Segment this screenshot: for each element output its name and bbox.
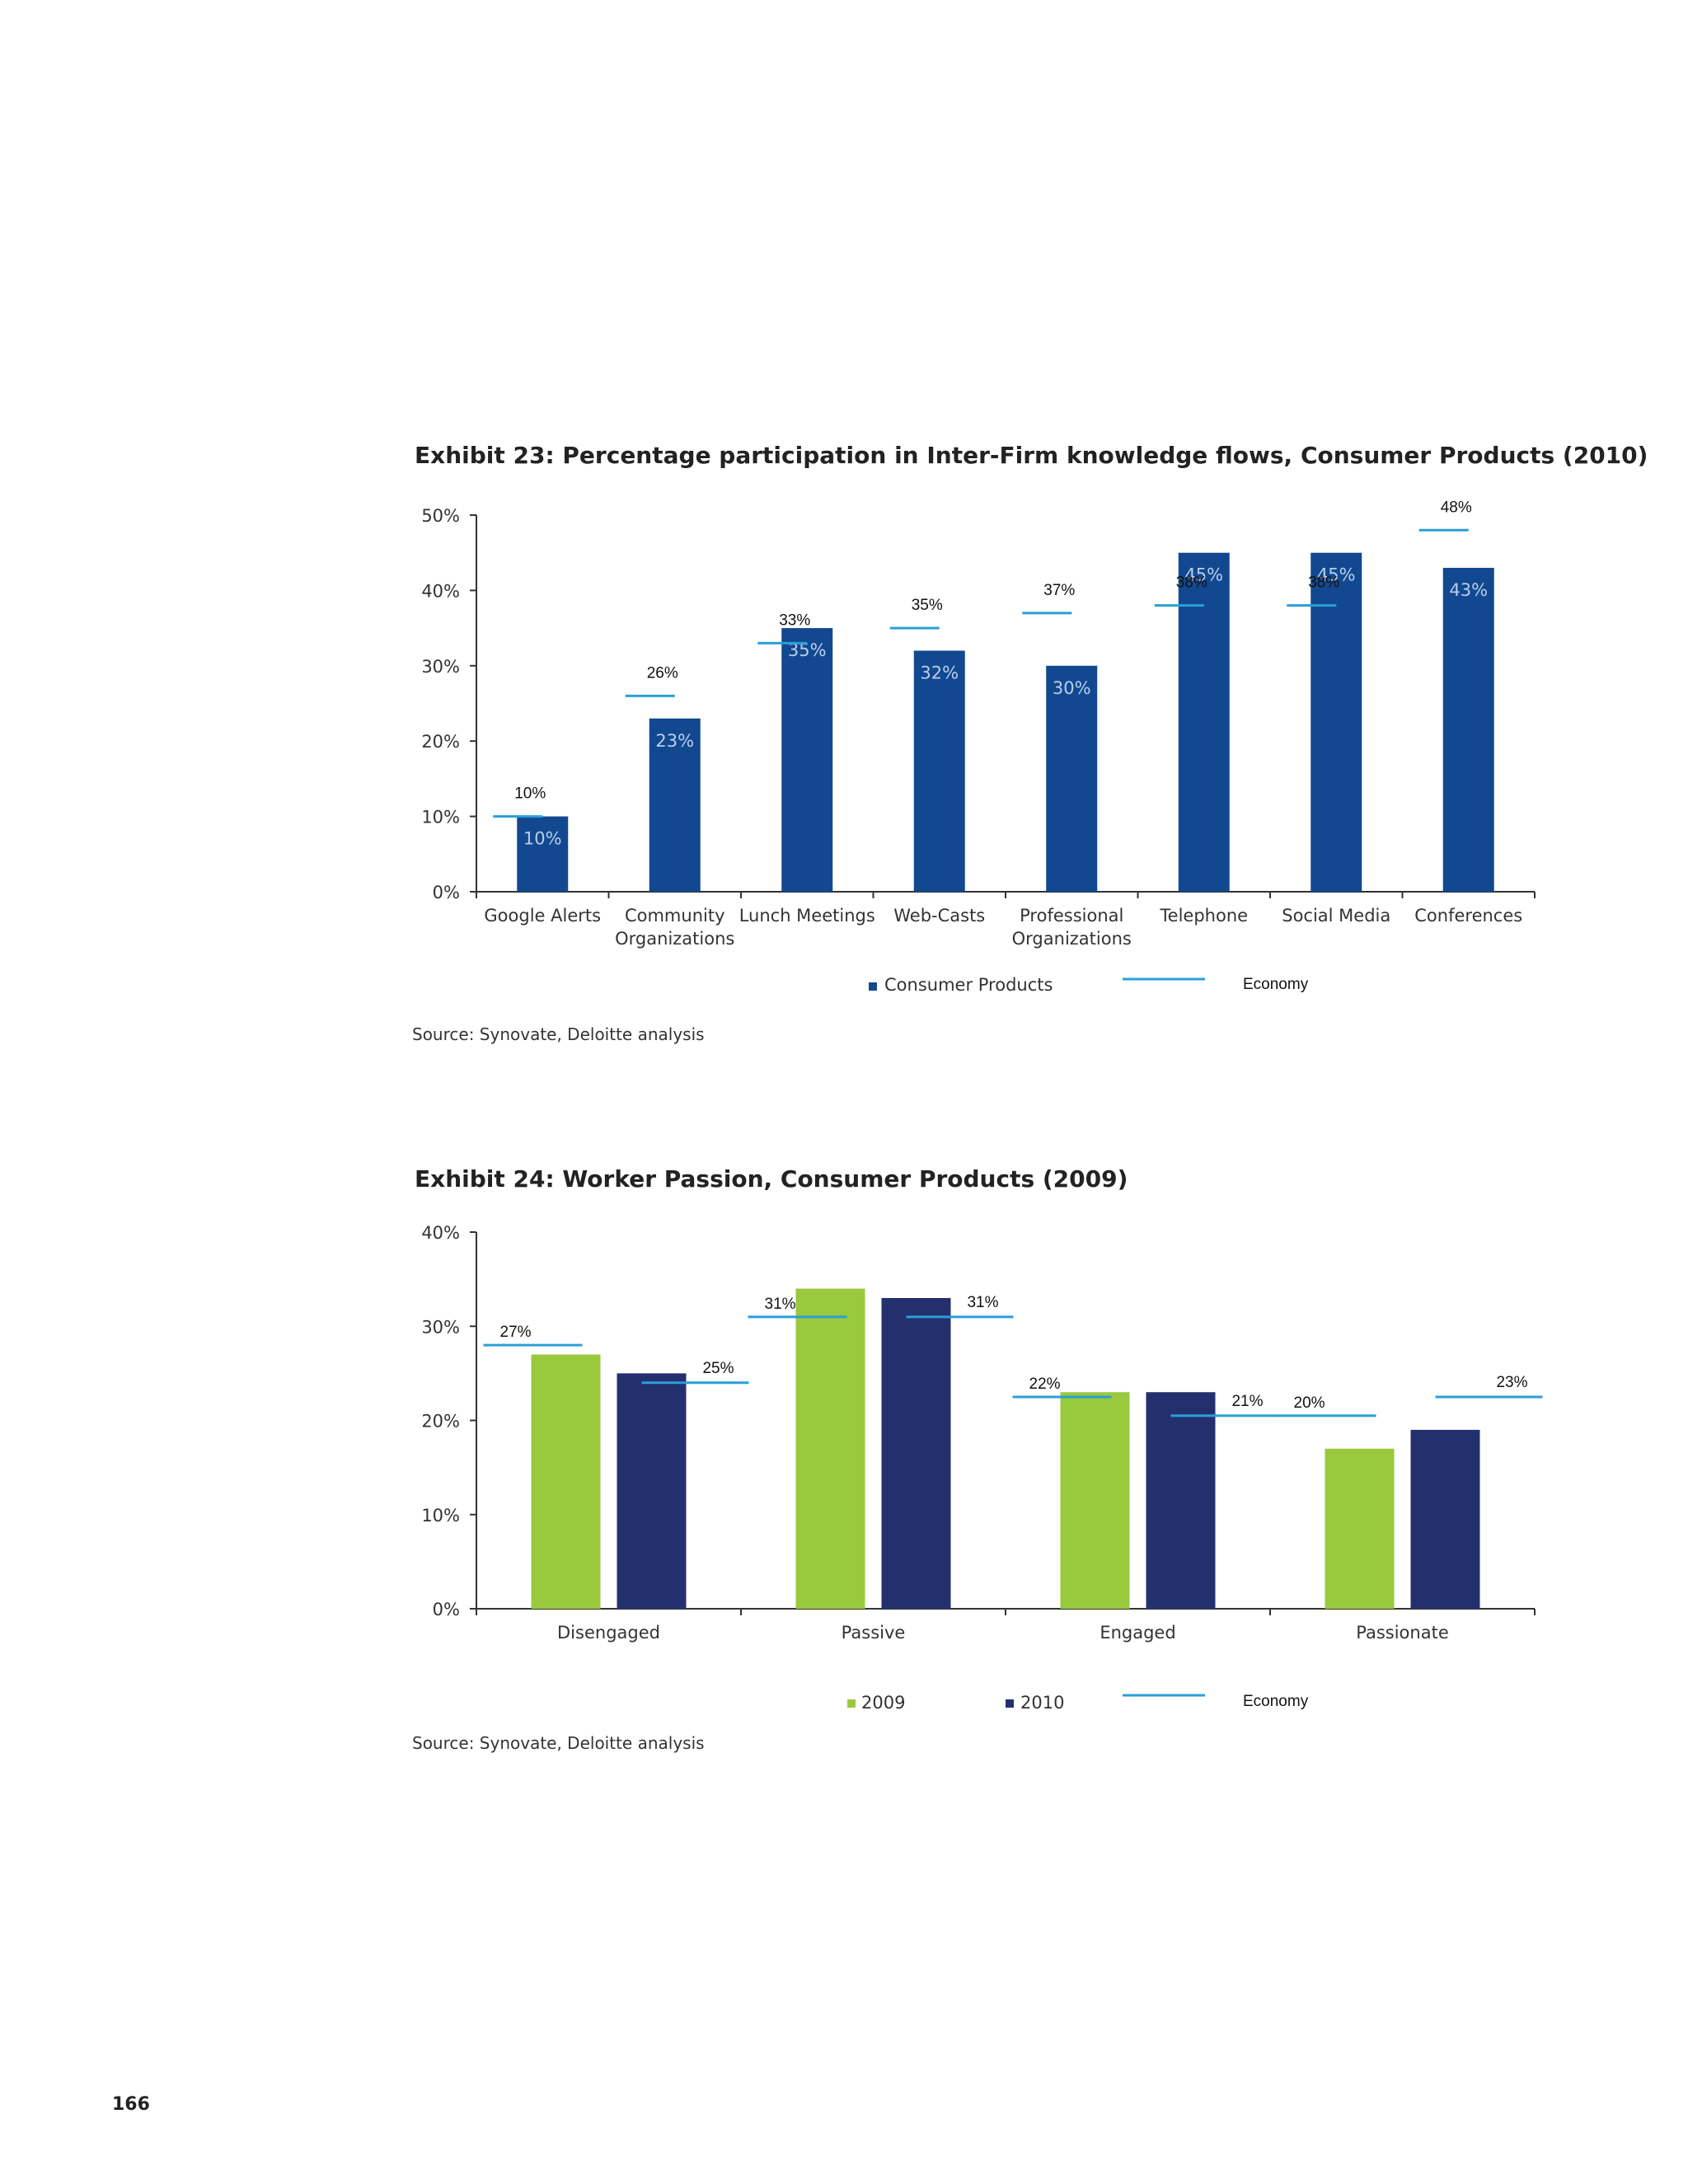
bar-data-label: 43% (1449, 580, 1488, 600)
x-tick-label: Engaged (1100, 1623, 1175, 1643)
y-tick-label: 10% (421, 808, 460, 827)
exhibit-24-title: Exhibit 24: Worker Passion, Consumer Pro… (415, 1165, 1128, 1193)
y-tick-label: 40% (421, 581, 460, 601)
y-tick-label: 30% (421, 1317, 460, 1337)
legend-label-economy: Economy (1243, 1693, 1309, 1710)
bar-data-label: 45% (1317, 565, 1356, 585)
x-tick-label: Web-Casts (893, 906, 985, 926)
bar-data-label: 45% (1184, 565, 1223, 585)
bar-2009 (1060, 1392, 1130, 1609)
economy-data-label: 10% (514, 785, 546, 803)
exhibit-23-chart: 0% 10% 20% 30% 40% 50% 10% 10% Google Alerts 23% 2… (421, 499, 1536, 995)
economy-data-label: 37% (1043, 582, 1075, 599)
bar-2009 (1325, 1448, 1395, 1609)
legend-label-2009: 2009 (861, 1693, 905, 1713)
bar-consumer-products (913, 650, 965, 892)
x-tick-label: Conferences (1414, 906, 1522, 926)
y-tick-label: 20% (421, 732, 460, 752)
bar-data-label: 10% (523, 829, 562, 849)
bar-2010 (881, 1297, 951, 1609)
economy-data-label: 35% (912, 597, 943, 614)
economy-data-label-2010: 21% (1231, 1393, 1263, 1410)
economy-data-label-2010: 25% (702, 1360, 734, 1377)
bar-2010 (1410, 1429, 1480, 1609)
page-number: 166 (112, 2094, 150, 2115)
bar-2009 (531, 1354, 601, 1609)
x-tick-label: Disengaged (557, 1623, 660, 1643)
bar-data-label: 30% (1053, 678, 1091, 698)
x-tick-label: Organizations (1012, 929, 1132, 949)
y-tick-label: 30% (421, 657, 460, 677)
x-tick-label: Professional (1020, 906, 1123, 926)
x-tick-label: Passionate (1356, 1623, 1449, 1643)
y-tick-label: 50% (421, 506, 460, 526)
bar-data-label: 23% (655, 731, 694, 751)
economy-data-label: 38% (1308, 574, 1339, 592)
x-tick-label: Lunch Meetings (739, 906, 875, 926)
legend-label-2010: 2010 (1020, 1693, 1064, 1713)
economy-data-label-2010: 23% (1496, 1374, 1527, 1391)
y-tick-label: 10% (421, 1506, 460, 1526)
economy-data-label-2009: 31% (765, 1296, 796, 1313)
economy-data-label: 26% (647, 664, 678, 682)
bar-2010 (617, 1373, 687, 1609)
exhibit-24-chart: 0% 10% 20% 30% 40% 27% 25% Disengaged 31% 31% Pass… (421, 1223, 1543, 1713)
economy-data-label-2010: 31% (967, 1294, 998, 1311)
exhibit-23-title: Exhibit 23: Percentage participation in … (415, 442, 1648, 469)
legend-label-consumer-products: Consumer Products (884, 975, 1053, 995)
x-tick-label: Social Media (1282, 906, 1390, 926)
y-tick-label: 40% (421, 1223, 460, 1243)
x-tick-label: Google Alerts (484, 906, 601, 926)
bar-consumer-products (1442, 567, 1494, 892)
x-tick-label: Organizations (615, 929, 734, 949)
bar-consumer-products (781, 628, 833, 892)
bar-consumer-products (649, 718, 701, 892)
y-tick-label: 0% (433, 1600, 460, 1619)
y-tick-label: 20% (421, 1412, 460, 1432)
bar-consumer-products (1046, 665, 1098, 892)
economy-data-label-2009: 27% (500, 1324, 532, 1341)
economy-data-label-2009: 22% (1029, 1376, 1061, 1393)
economy-data-label: 48% (1441, 499, 1472, 516)
legend-label-economy: Economy (1243, 976, 1309, 993)
exhibit-24-source: Source: Synovate, Deloitte analysis (412, 1733, 705, 1753)
x-tick-label: Community (625, 906, 725, 926)
bar-2009 (795, 1288, 865, 1609)
x-tick-label: Telephone (1159, 906, 1248, 926)
bar-data-label: 32% (920, 663, 959, 683)
bar-consumer-products (517, 816, 569, 892)
bar-consumer-products (1311, 552, 1362, 892)
bar-consumer-products (1178, 552, 1230, 892)
economy-data-label-2009: 20% (1294, 1394, 1325, 1412)
legend-swatch-2009 (847, 1699, 856, 1708)
legend-swatch-consumer-products (869, 982, 877, 991)
exhibit-23-source: Source: Synovate, Deloitte analysis (412, 1024, 705, 1044)
y-tick-label: 0% (433, 883, 460, 902)
x-tick-label: Passive (842, 1623, 906, 1643)
bar-2010 (1146, 1392, 1216, 1609)
legend-swatch-2010 (1006, 1699, 1014, 1708)
economy-data-label: 33% (779, 612, 810, 629)
economy-data-label: 38% (1176, 574, 1207, 592)
